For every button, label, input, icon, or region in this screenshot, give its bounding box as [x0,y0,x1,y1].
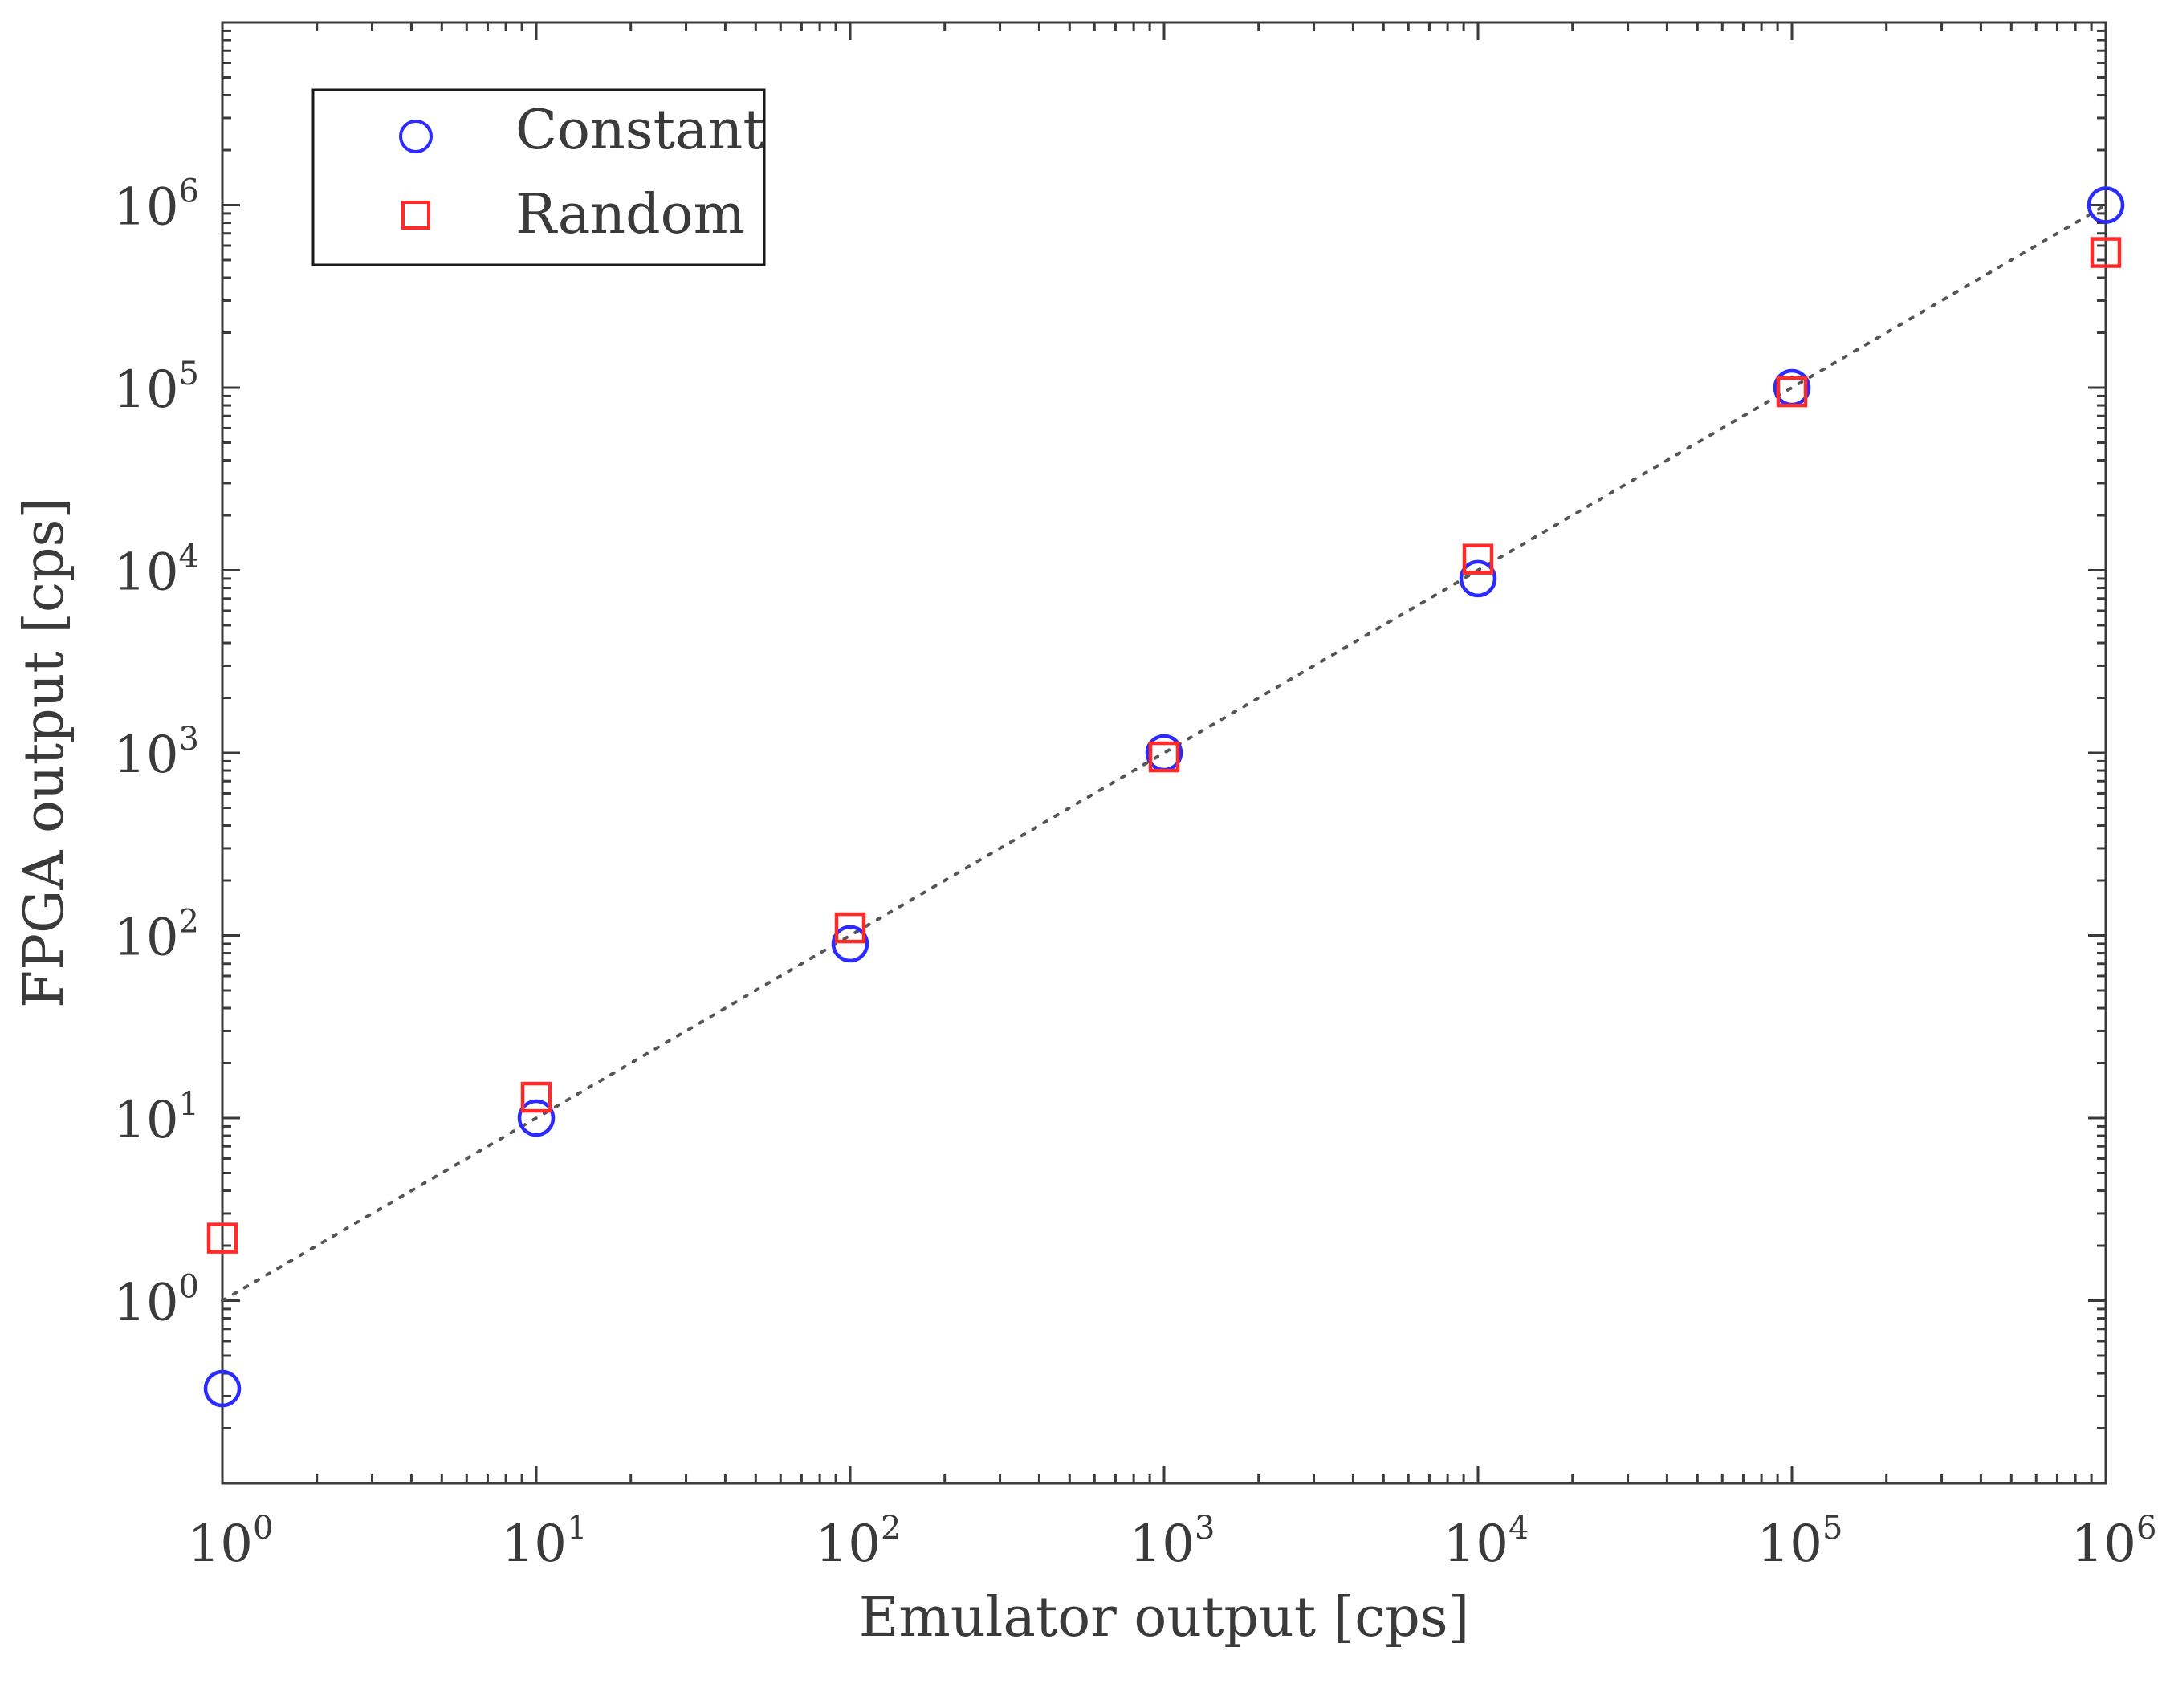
y-tick-label: 103 [113,721,199,785]
x-tick-label: 106 [2071,1510,2157,1574]
legend-circle-marker [399,120,433,153]
constant-point [517,1099,556,1137]
random-point [2090,237,2122,268]
y-tick-label: 102 [113,904,199,968]
y-tick-label: 105 [113,356,199,420]
x-tick-labels: 100 101 102 103 104 105 106 [188,1510,2157,1574]
y-tick-label: 101 [113,1086,199,1150]
constant-point [831,925,869,963]
legend-square-marker [401,201,430,230]
constant-point [2087,186,2125,224]
x-tick-label: 101 [502,1510,588,1574]
random-point [520,1081,552,1113]
legend: Constant Random [311,88,766,266]
x-tick-label: 105 [1757,1510,1843,1574]
constant-point [1459,559,1497,598]
x-tick-label: 102 [816,1510,902,1574]
reference-line [221,203,2107,1303]
random-point [1776,376,1808,408]
random-point [834,912,866,944]
constant-point [203,1369,242,1408]
y-tick-label: 100 [113,1269,199,1333]
x-tick-label: 100 [188,1510,274,1574]
y-tick-label: 106 [113,173,199,238]
random-point [206,1222,238,1254]
random-point [1462,543,1494,575]
legend-box [311,88,766,266]
major-ticks [221,22,2107,1483]
x-tick-label: 103 [1130,1510,1215,1574]
y-axis-label: FPGA output [cps] [13,498,76,1008]
minor-ticks [222,22,2106,1483]
x-axis-label: Emulator output [cps] [859,1586,1469,1649]
y-tick-label: 104 [113,539,199,603]
legend-label-constant: Constant [515,99,765,162]
random-point [1148,741,1180,773]
x-tick-label: 104 [1443,1510,1529,1574]
legend-label-random: Random [515,183,745,246]
series-marks [203,186,2125,1408]
y-tick-labels: 100 101 102 103 104 105 106 [113,173,199,1333]
